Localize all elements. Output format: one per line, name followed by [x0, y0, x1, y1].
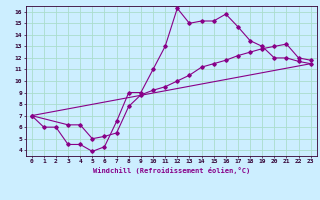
X-axis label: Windchill (Refroidissement éolien,°C): Windchill (Refroidissement éolien,°C): [92, 167, 250, 174]
